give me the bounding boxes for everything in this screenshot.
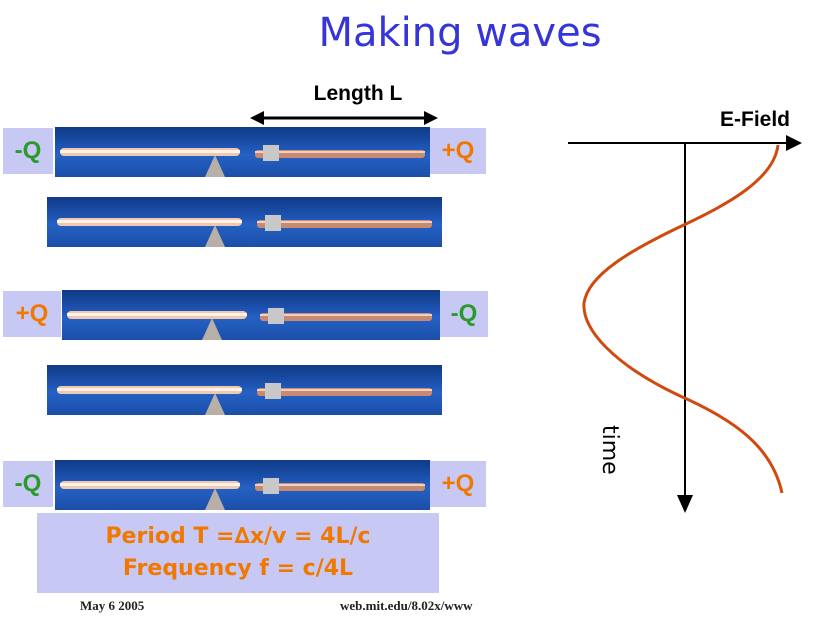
length-label: Length L bbox=[313, 82, 403, 105]
efield-time-plot bbox=[568, 135, 802, 513]
antenna-photo-5 bbox=[55, 460, 430, 510]
antenna-photo-2 bbox=[47, 197, 442, 247]
antenna-photo-3 bbox=[62, 290, 440, 340]
left-charge-1: -Q bbox=[3, 128, 53, 174]
right-charge-1: +Q bbox=[430, 128, 486, 174]
footer-date: May 6 2005 bbox=[80, 598, 145, 613]
antenna-photo-1 bbox=[55, 127, 430, 177]
left-charge-3: +Q bbox=[3, 291, 61, 337]
length-arrow bbox=[250, 111, 438, 125]
time-label: time bbox=[597, 425, 622, 475]
period-formula: Period T =∆x/v = 4L/c bbox=[105, 524, 371, 549]
footer-url: web.mit.edu/8.02x/www bbox=[340, 598, 473, 613]
time-axis-arrowhead bbox=[677, 495, 693, 513]
antenna-photo-4 bbox=[47, 365, 442, 415]
efield-axis-arrowhead bbox=[786, 135, 802, 151]
formula-box: Period T =∆x/v = 4L/c Frequency f = c/4L bbox=[37, 513, 439, 593]
right-charge-5: +Q bbox=[430, 461, 486, 507]
right-charge-3: -Q bbox=[440, 291, 488, 337]
slide-title: Making waves bbox=[318, 10, 602, 56]
efield-wave bbox=[582, 144, 784, 494]
left-charge-5: -Q bbox=[3, 461, 53, 507]
efield-label: E-Field bbox=[720, 108, 791, 131]
frequency-formula: Frequency f = c/4L bbox=[122, 556, 354, 581]
